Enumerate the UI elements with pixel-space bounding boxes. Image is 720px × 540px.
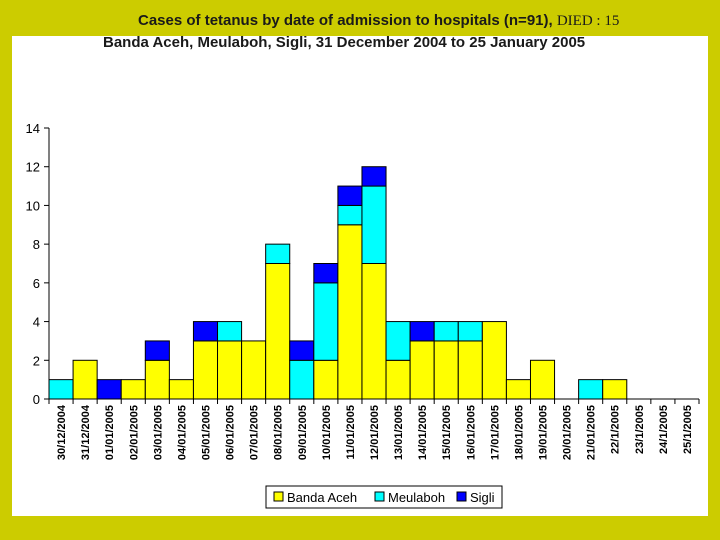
x-tick-label: 09/01/2005 [297,405,309,460]
x-tick-label: 03/01/2005 [152,405,164,460]
legend-swatch [273,491,284,502]
x-tick-label: 25/1/2005 [682,405,694,454]
x-tick-label: 23/1/2005 [634,405,646,454]
bar-banda-aceh [457,340,483,400]
x-tick-label: 10/01/2005 [321,405,333,460]
x-tick-label: 21/01/2005 [586,405,598,460]
x-tick-label: 18/01/2005 [513,405,525,460]
bar-sigli [144,340,170,361]
x-tick-label: 08/01/2005 [273,405,285,460]
bar-banda-aceh [72,359,98,400]
bar-banda-aceh [361,263,387,400]
bar-banda-aceh [217,340,243,400]
x-tick-label: 04/01/2005 [176,405,188,460]
bar-banda-aceh [433,340,459,400]
bar-banda-aceh [144,359,170,400]
y-tick-label: 0 [33,392,40,407]
x-tick-label: 01/01/2005 [104,405,116,460]
bar-banda-aceh [385,359,411,400]
bar-banda-aceh [505,379,531,400]
bar-meulaboh [361,185,387,264]
x-tick-label: 19/01/2005 [538,405,550,460]
bar-meulaboh [48,379,74,400]
bar-banda-aceh [602,379,628,400]
x-tick-label: 22/1/2005 [610,405,622,454]
bar-meulaboh [265,243,291,264]
bar-meulaboh [289,359,315,400]
legend-label: Meulaboh [388,490,445,505]
legend-label: Sigli [470,490,495,505]
died-count: DIED : 15 [556,13,620,29]
x-tick-label: 07/01/2005 [249,405,261,460]
x-tick-label: 30/12/2004 [56,404,68,460]
bar-meulaboh [578,379,604,400]
bar-sigli [192,321,219,342]
x-axis: 30/12/2004 31/12/2004 01/01/2005 02/01/2005… [48,398,700,460]
legend-label: Banda Aceh [287,490,357,505]
legend-swatch [374,491,385,502]
bar-sigli [337,185,363,206]
bar-banda-aceh [241,340,267,400]
x-tick-label: 16/01/2005 [465,405,477,460]
bar-banda-aceh [120,379,146,400]
bar-banda-aceh [265,263,291,400]
x-tick-label: 31/12/2004 [80,404,92,460]
chart-title: Cases of tetanus by date of admission to… [138,12,619,30]
bar-sigli [409,321,435,342]
legend: Banda Aceh Meulaboh Sigli [265,485,503,509]
bar-sigli [289,340,315,361]
bar-meulaboh [433,321,459,342]
x-tick-label: 24/1/2005 [658,405,670,454]
x-tick-label: 13/01/2005 [393,405,405,460]
x-tick-label: 15/01/2005 [441,405,453,460]
chart-subtitle: Banda Aceh, Meulaboh, Sigli, 31 December… [103,34,586,51]
x-tick-label: 11/01/2005 [345,405,357,459]
bar-banda-aceh [192,340,219,400]
x-tick-label: 02/01/2005 [128,405,140,460]
bar-banda-aceh [313,359,339,400]
bar-meulaboh [313,282,339,361]
bar-meulaboh [217,321,243,342]
bars [48,166,628,400]
bar-sigli [361,166,387,187]
bar-banda-aceh [168,379,194,400]
y-tick-label: 4 [33,315,40,330]
bar-banda-aceh [409,340,435,400]
bar-banda-aceh [529,359,556,400]
x-tick-label: 12/01/2005 [369,405,381,460]
y-axis: 0 2 4 6 8 10 12 14 [26,121,50,407]
legend-swatch [456,491,467,502]
bar-banda-aceh [481,321,507,400]
x-tick-label: 06/01/2005 [225,405,237,460]
x-tick-label: 05/01/2005 [200,405,212,460]
chart-title-text: Cases of tetanus by date of admission to… [138,12,553,29]
y-tick-label: 12 [26,160,40,175]
y-tick-label: 10 [26,198,40,213]
y-tick-label: 2 [33,353,40,368]
y-tick-label: 8 [33,237,40,252]
bar-meulaboh [457,321,483,342]
y-tick-label: 6 [33,276,40,291]
bar-sigli [96,379,122,400]
x-tick-label: 20/01/2005 [562,405,574,460]
y-tick-label: 14 [26,121,40,136]
bar-meulaboh [385,321,411,361]
bar-banda-aceh [337,224,363,400]
x-tick-label: 17/01/2005 [489,405,501,460]
bar-meulaboh [337,204,363,226]
x-tick-label: 14/01/2005 [417,405,429,460]
bar-sigli [313,263,339,284]
